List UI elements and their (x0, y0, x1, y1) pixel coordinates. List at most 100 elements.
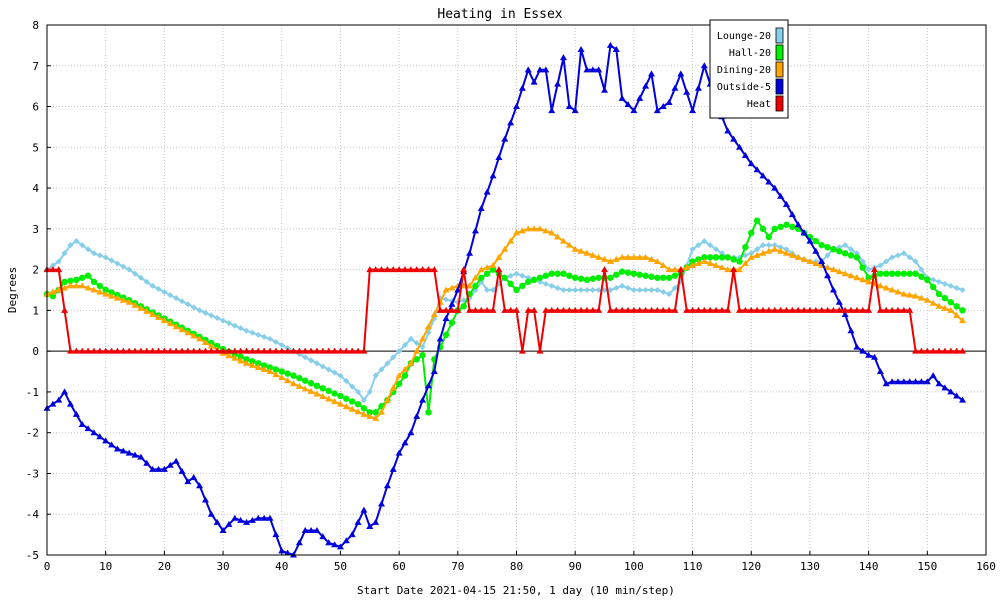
data-point (132, 270, 139, 277)
data-point (383, 396, 391, 403)
data-point (894, 306, 902, 313)
data-point (395, 449, 403, 456)
x-tick-label: 60 (393, 560, 406, 573)
data-point (712, 262, 720, 269)
data-point (184, 347, 192, 354)
data-point (829, 266, 837, 273)
data-point (542, 280, 549, 287)
data-point (49, 266, 57, 273)
data-point (929, 299, 937, 306)
data-point (272, 338, 279, 345)
data-point (337, 372, 344, 379)
data-point (847, 272, 855, 279)
data-point (49, 262, 56, 269)
data-point (436, 335, 444, 342)
data-point (220, 317, 227, 324)
data-point (119, 447, 127, 454)
data-point (360, 410, 368, 417)
data-point (336, 543, 344, 550)
data-point (284, 347, 292, 354)
data-point (788, 251, 796, 258)
data-point (636, 94, 644, 101)
data-point (936, 278, 943, 285)
data-point (777, 247, 785, 254)
data-point (794, 221, 802, 228)
data-point (906, 270, 913, 277)
y-tick-label: 4 (32, 182, 39, 195)
data-point (701, 254, 708, 261)
data-point (659, 306, 667, 313)
data-point (577, 275, 585, 282)
data-point (689, 246, 696, 253)
data-point (835, 306, 843, 313)
data-point (530, 225, 538, 232)
data-point (865, 266, 872, 273)
data-point (366, 522, 374, 529)
data-point (689, 258, 696, 265)
data-point (542, 227, 550, 234)
data-point (747, 160, 755, 167)
data-point (548, 270, 555, 277)
data-point (613, 284, 620, 291)
data-point (853, 254, 861, 261)
data-point (507, 280, 514, 288)
data-point (378, 366, 385, 373)
data-point (677, 266, 685, 273)
data-point (401, 266, 409, 273)
data-point (378, 266, 386, 273)
data-point (372, 409, 379, 416)
data-point (548, 107, 556, 114)
data-point (689, 306, 697, 313)
data-point (595, 253, 603, 260)
data-point (196, 347, 204, 354)
data-point (665, 98, 673, 105)
data-point (959, 307, 966, 314)
data-point (624, 253, 632, 260)
data-point (196, 335, 204, 342)
data-point (624, 269, 632, 276)
data-point (806, 257, 814, 264)
data-point (442, 286, 450, 293)
data-point (754, 246, 761, 253)
data-point (712, 306, 720, 313)
data-point (636, 253, 644, 260)
data-point (55, 258, 62, 265)
data-point (665, 266, 673, 273)
data-point (853, 343, 861, 350)
data-point (313, 382, 321, 390)
y-tick-label: -4 (26, 508, 40, 521)
legend-label-hall-20: Hall-20 (729, 48, 771, 59)
data-point (254, 363, 262, 370)
data-point (319, 533, 327, 540)
data-point (654, 287, 661, 293)
data-point (812, 247, 820, 254)
data-point (554, 306, 562, 313)
data-point (389, 465, 397, 472)
data-point (319, 385, 327, 392)
data-point (125, 298, 133, 305)
x-tick-label: 30 (216, 560, 229, 573)
data-point (167, 292, 174, 299)
data-point (102, 290, 110, 297)
data-point (788, 211, 796, 218)
data-point (384, 360, 391, 367)
data-point (424, 266, 432, 273)
data-point (613, 271, 620, 278)
data-point (618, 253, 626, 260)
data-point (430, 310, 438, 317)
data-point (536, 225, 544, 232)
data-point (266, 347, 274, 354)
data-point (383, 482, 391, 489)
data-point (524, 66, 532, 73)
data-point (683, 306, 691, 313)
y-tick-label: 8 (32, 19, 39, 32)
data-point (260, 347, 268, 354)
data-point (290, 372, 297, 379)
data-point (296, 374, 303, 382)
data-point (800, 255, 808, 262)
data-point (342, 537, 350, 544)
data-point (278, 547, 286, 554)
data-point (254, 514, 262, 521)
